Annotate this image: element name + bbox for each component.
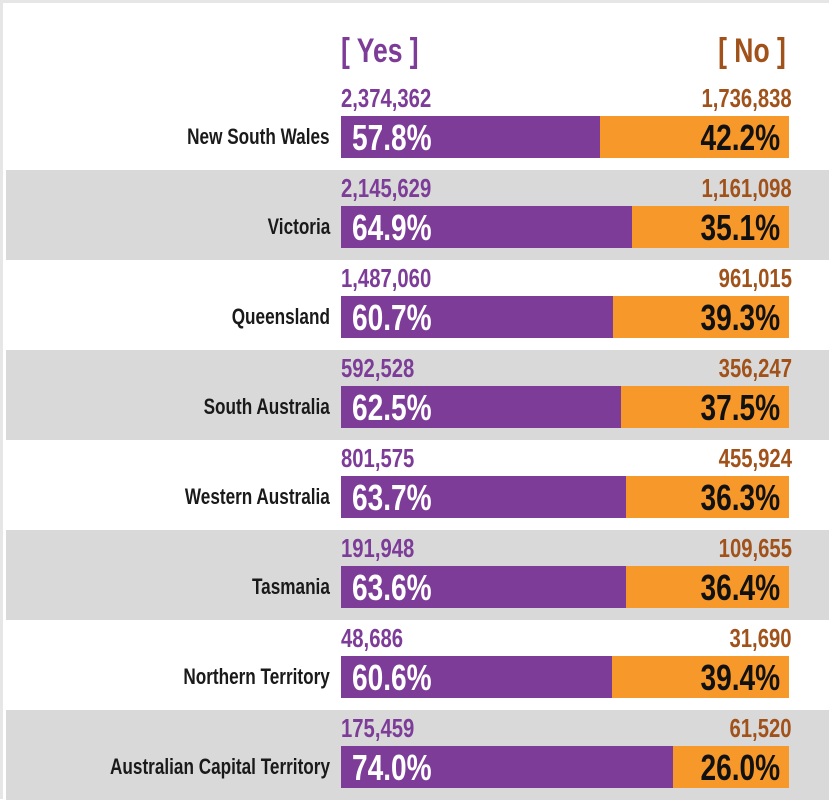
yes-bar <box>341 206 632 248</box>
chart-row: 592,528 356,247 South Australia 62.5% 37.5% <box>6 350 829 440</box>
yes-percent: 60.6% <box>352 657 432 698</box>
yes-bar <box>341 746 673 788</box>
no-header-text: [ No ] <box>718 32 786 70</box>
yes-bar <box>341 476 626 518</box>
no-count: 31,690 <box>729 623 792 653</box>
yes-percent: 63.7% <box>352 477 432 518</box>
region-label: New South Wales <box>187 124 330 149</box>
chart-row: 191,948 109,655 Tasmania 63.6% 36.4% <box>6 530 829 620</box>
yes-bar <box>341 656 612 698</box>
yes-count: 191,948 <box>341 533 415 563</box>
no-percent: 39.3% <box>700 297 780 338</box>
chart-row: 48,686 31,690 Northern Territory 60.6% 39.4% <box>6 620 829 710</box>
no-bar <box>626 566 789 608</box>
region-label: South Australia <box>203 394 330 419</box>
no-percent: 35.1% <box>700 207 780 248</box>
no-percent: 37.5% <box>700 387 780 428</box>
yes-count: 2,145,629 <box>341 173 432 203</box>
region-label: Queensland <box>231 304 330 329</box>
no-percent: 36.3% <box>700 477 780 518</box>
no-count: 961,015 <box>718 263 792 293</box>
chart-row: 1,487,060 961,015 Queensland 60.7% 39.3% <box>6 260 829 350</box>
no-bar <box>621 386 789 428</box>
no-percent: 42.2% <box>700 117 780 158</box>
region-label: Australian Capital Territory <box>110 754 330 779</box>
yes-count: 2,374,362 <box>341 83 432 113</box>
no-header: [ No ] <box>699 31 786 71</box>
no-count: 455,924 <box>718 443 792 473</box>
yes-percent: 74.0% <box>352 747 432 788</box>
yes-bar <box>341 386 621 428</box>
no-bar <box>600 116 789 158</box>
yes-count: 801,575 <box>341 443 415 473</box>
no-count: 1,161,098 <box>701 173 792 203</box>
yes-percent: 57.8% <box>352 117 432 158</box>
no-count: 356,247 <box>718 353 792 383</box>
yes-bar <box>341 566 626 608</box>
no-percent: 36.4% <box>700 567 780 608</box>
yes-percent: 63.6% <box>352 567 432 608</box>
region-label: Western Australia <box>185 484 330 509</box>
no-count: 109,655 <box>718 533 792 563</box>
yes-bar <box>341 116 600 158</box>
region-label: Northern Territory <box>183 664 330 689</box>
yes-header: [ Yes ] <box>341 31 441 71</box>
no-bar <box>613 296 789 338</box>
region-label: Victoria <box>267 214 330 239</box>
no-count: 1,736,838 <box>701 83 792 113</box>
no-bar <box>612 656 789 698</box>
yes-percent: 60.7% <box>352 297 432 338</box>
yes-header-text: [ Yes ] <box>341 32 419 70</box>
chart-row: 175,459 61,520 Australian Capital Territor… <box>6 710 829 800</box>
region-label: Tasmania <box>252 574 330 599</box>
chart-row: 801,575 455,924 Western Australia 63.7% 36.3… <box>6 440 829 530</box>
no-percent: 39.4% <box>700 657 780 698</box>
no-percent: 26.0% <box>700 747 780 788</box>
yes-count: 175,459 <box>341 713 415 743</box>
yes-percent: 62.5% <box>352 387 432 428</box>
yes-count: 1,487,060 <box>341 263 432 293</box>
no-bar <box>673 746 789 788</box>
chart-row: 2,145,629 1,161,098 Victoria 64.9% 35.1% <box>6 170 829 260</box>
yes-count: 48,686 <box>341 623 404 653</box>
yes-count: 592,528 <box>341 353 415 383</box>
yes-bar <box>341 296 613 338</box>
no-bar <box>626 476 789 518</box>
no-count: 61,520 <box>729 713 792 743</box>
chart-row: 2,374,362 1,736,838 New South Wales 57.8% 42… <box>6 80 829 170</box>
no-bar <box>632 206 789 248</box>
yes-percent: 64.9% <box>352 207 432 248</box>
